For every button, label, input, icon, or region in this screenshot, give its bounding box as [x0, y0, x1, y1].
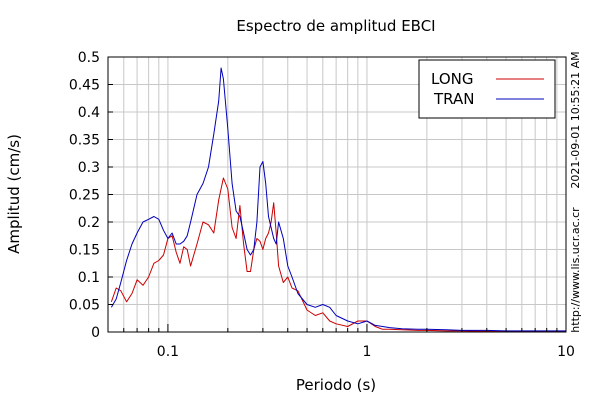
- x-axis-label: Periodo (s): [296, 376, 376, 394]
- y-tick-label: 0.4: [78, 105, 100, 121]
- y-tick-label: 0.15: [69, 243, 100, 259]
- y-tick-label: 0: [91, 325, 100, 341]
- y-axis-label: Amplitud (cm/s): [5, 134, 23, 254]
- legend-label-tran: TRAN: [433, 90, 474, 108]
- series-line-long: [110, 177, 566, 332]
- y-tick-label: 0.5: [78, 50, 100, 66]
- series-layer: [110, 67, 566, 332]
- y-tick-label: 0.05: [69, 298, 100, 314]
- legend-label-long: LONG: [431, 70, 473, 88]
- series-line-tran: [110, 67, 566, 332]
- chart-title: Espectro de amplitud EBCI: [236, 17, 435, 35]
- y-tick-label: 0.2: [78, 215, 100, 231]
- y-tick-label: 0.45: [69, 78, 100, 94]
- chart-grid: [108, 57, 566, 332]
- x-tick-label: 10: [557, 344, 575, 360]
- y-tick-label: 0.1: [78, 270, 100, 286]
- axis-ticks: [108, 56, 558, 333]
- x-tick-labels: 0.1 1 10: [157, 344, 575, 360]
- legend-box: [418, 59, 556, 119]
- url-annotation: http://www.lis.ucr.ac.cr: [569, 207, 582, 333]
- y-tick-label: 0.3: [78, 160, 100, 176]
- legend: LONG TRAN: [418, 59, 556, 119]
- timestamp-annotation: 2021-09-01 10:55:21 AM: [569, 51, 582, 188]
- y-tick-label: 0.25: [69, 188, 100, 204]
- x-tick-label: 1: [362, 344, 371, 360]
- y-tick-label: 0.35: [69, 133, 100, 149]
- y-tick-labels: 0 0.05 0.1 0.15 0.2 0.25 0.3 0.35 0.4 0.45 0.5: [69, 50, 100, 341]
- x-tick-label: 0.1: [157, 344, 179, 360]
